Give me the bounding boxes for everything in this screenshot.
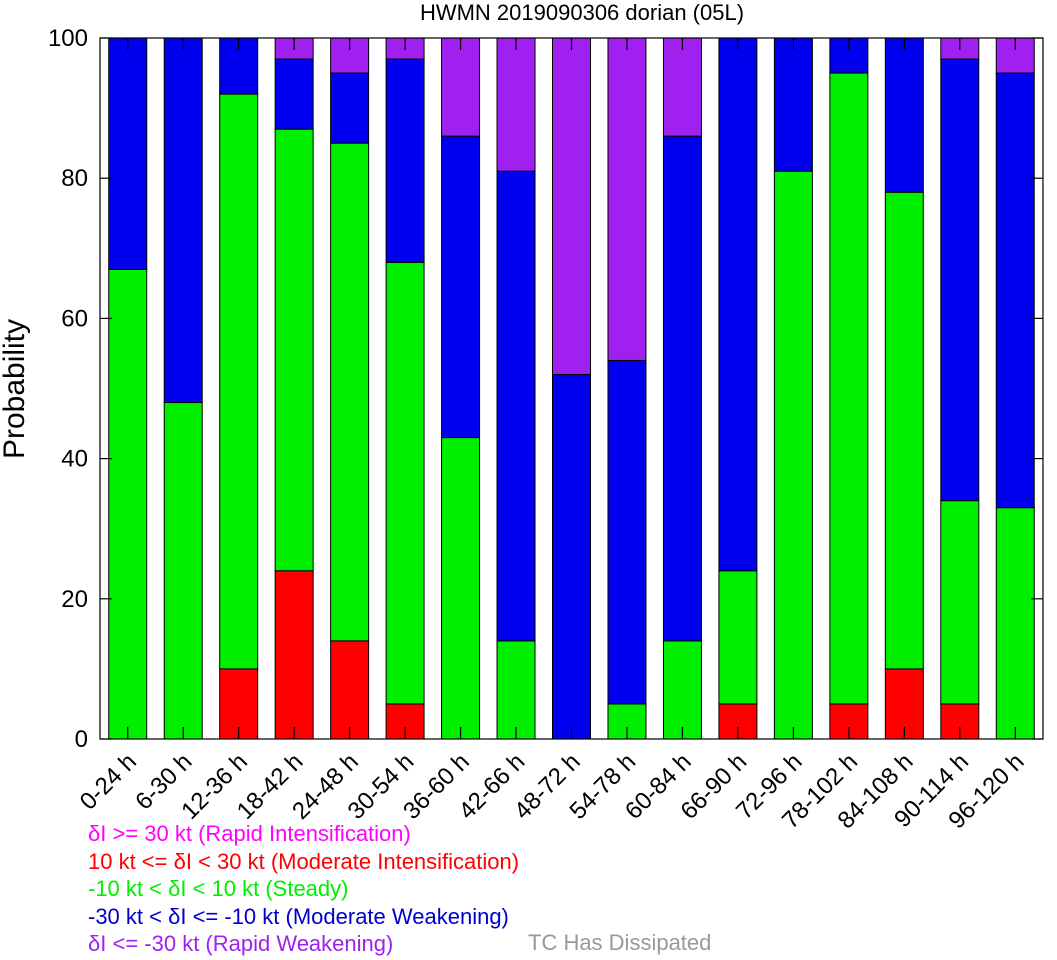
- bar-segment-steady-1: [163, 402, 203, 740]
- bar-segment-steady-14: [884, 191, 924, 670]
- legend-item-rapid-intensification: δI >= 30 kt (Rapid Intensification): [88, 821, 411, 846]
- bar-segment-moderate_weakening-10: [662, 135, 702, 642]
- bar-segment-steady-10: [662, 640, 702, 740]
- bar-segment-steady-6: [441, 437, 481, 740]
- bar-segment-steady-3: [274, 128, 314, 572]
- legend-item-moderate-weakening: -30 kt < δI <= -10 kt (Moderate Weakenin…: [88, 903, 509, 929]
- bar-segment-steady-7: [496, 640, 536, 740]
- bar-segment-moderate_weakening-15: [940, 58, 980, 502]
- bar-segment-moderate_weakening-5: [385, 58, 425, 263]
- y-tick-label: 80: [61, 165, 88, 192]
- bar-segment-rapid_weakening-6: [441, 37, 481, 137]
- bar-segment-steady-4: [330, 142, 370, 642]
- bar-segment-moderate_intensification-4: [330, 640, 370, 740]
- bars-group: [108, 37, 1035, 740]
- bar-segment-steady-13: [829, 72, 869, 705]
- bar-segment-moderate_weakening-1: [163, 37, 203, 404]
- bar-segment-rapid_weakening-9: [607, 37, 647, 361]
- y-tick-label: 60: [61, 305, 88, 332]
- bar-segment-moderate_weakening-11: [718, 37, 758, 572]
- y-tick-label: 100: [48, 25, 88, 52]
- bar-segment-moderate_weakening-4: [330, 72, 370, 144]
- bar-segment-steady-16: [995, 507, 1035, 740]
- bar-segment-moderate_weakening-12: [773, 37, 813, 172]
- bar-segment-moderate_intensification-3: [274, 570, 314, 740]
- bar-segment-moderate_weakening-9: [607, 359, 647, 705]
- bar-segment-moderate_weakening-16: [995, 72, 1035, 509]
- legend-item-moderate-intensification: 10 kt <= δI < 30 kt (Moderate Intensific…: [88, 848, 520, 874]
- bar-segment-rapid_weakening-8: [552, 37, 591, 375]
- bar-segment-steady-11: [718, 570, 758, 705]
- bar-segment-moderate_weakening-7: [496, 170, 536, 642]
- bar-segment-moderate_weakening-6: [441, 135, 481, 439]
- legend-item-rapid-weakening: δI <= -30 kt (Rapid Weakening): [88, 931, 394, 956]
- y-tick-label: 40: [61, 446, 88, 473]
- bar-segment-rapid_weakening-7: [496, 37, 536, 172]
- y-tick-label: 20: [61, 586, 88, 613]
- legend: δI >= 30 kt (Rapid Intensification) 10 k…: [88, 820, 519, 958]
- bar-segment-steady-0: [108, 268, 148, 740]
- x-tick-label: 0-24 h: [75, 748, 142, 815]
- bar-segment-rapid_weakening-10: [662, 37, 702, 137]
- bar-segment-moderate_weakening-14: [884, 37, 924, 193]
- bar-segment-moderate_weakening-0: [108, 37, 148, 270]
- chart-title: HWMN 2019090306 dorian (05L): [420, 0, 744, 25]
- legend-item-dissipated: TC Has Dissipated: [528, 930, 712, 955]
- bar-segment-steady-2: [219, 93, 259, 670]
- y-tick-label: 0: [75, 726, 88, 753]
- bar-segment-steady-5: [385, 261, 425, 705]
- bar-segment-moderate_weakening-3: [274, 58, 314, 130]
- bar-segment-steady-15: [940, 500, 980, 705]
- y-axis-label: Probability: [0, 319, 31, 459]
- bar-segment-steady-12: [773, 170, 813, 740]
- legend-item-steady: -10 kt < δI < 10 kt (Steady): [88, 876, 349, 901]
- bar-segment-moderate_weakening-8: [552, 373, 591, 740]
